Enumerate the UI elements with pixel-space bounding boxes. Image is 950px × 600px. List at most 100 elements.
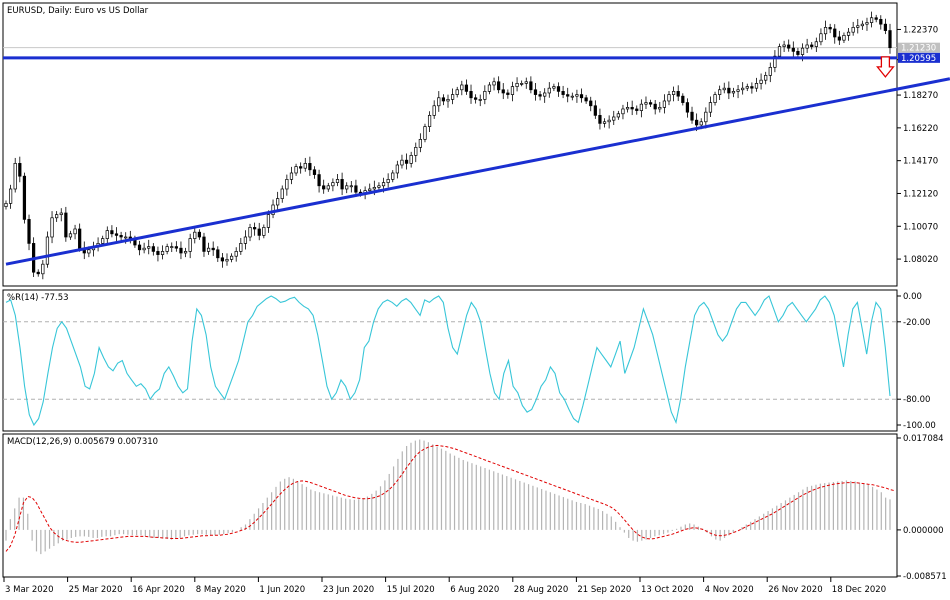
candle-body <box>193 231 197 239</box>
candle-body <box>846 31 851 36</box>
candle-body <box>874 17 878 20</box>
candle-body <box>547 87 551 94</box>
price-tick-label: 1.16220 <box>903 124 938 134</box>
candle-body <box>648 102 653 105</box>
candle-body <box>676 91 680 97</box>
candle-body <box>787 44 791 49</box>
candle-body <box>437 97 441 107</box>
candle-body <box>220 257 225 262</box>
candle-body <box>506 92 510 95</box>
price-tick-label: 1.08020 <box>903 255 938 265</box>
sell-arrow-icon[interactable] <box>876 56 895 78</box>
williams-r-panel[interactable]: %R(14) -77.53 0.00 -20.00 -80.00 -100.00 <box>2 289 936 432</box>
candle-body <box>303 163 307 169</box>
candle-body <box>349 185 353 188</box>
candle-body <box>865 22 869 25</box>
candle-body <box>165 246 169 252</box>
candle-body <box>690 111 694 121</box>
candle-body <box>685 102 690 113</box>
candle-body <box>510 86 515 95</box>
candle-body <box>727 87 731 94</box>
wpr-tick-label: 0.00 <box>903 292 922 302</box>
time-label: 26 Nov 2020 <box>768 585 822 595</box>
candle-body <box>782 44 786 47</box>
candle-body <box>704 111 708 123</box>
candle-body <box>602 121 607 124</box>
candle-body <box>754 83 759 89</box>
candle-body <box>745 86 749 89</box>
candle-body <box>239 243 243 252</box>
current-price-box <box>898 42 940 53</box>
candle-body <box>225 259 229 262</box>
candle-body <box>147 246 151 249</box>
candle-body <box>266 214 271 228</box>
candle-body <box>667 94 671 102</box>
trendline[interactable] <box>5 77 950 266</box>
candle-body <box>593 105 597 116</box>
candle-body <box>492 81 496 86</box>
candle-body <box>4 203 8 207</box>
candle-body <box>294 166 298 174</box>
candle-body <box>524 81 528 84</box>
candle-body <box>78 228 82 249</box>
candle-body <box>612 116 616 121</box>
candle-body <box>262 227 266 236</box>
time-label: 3 Mar 2020 <box>5 585 53 595</box>
current-price-label: 1.21230 <box>901 44 936 54</box>
candle-body <box>381 182 386 187</box>
candle-body <box>446 99 450 102</box>
candle-body <box>124 236 128 239</box>
candle-body <box>372 187 376 190</box>
time-label: 1 Jun 2020 <box>259 585 305 595</box>
candle-body <box>750 86 754 89</box>
candle-body <box>851 27 855 33</box>
macd-panel[interactable]: MACD(12,26,9) 0.005679 0.007310 0.017084… <box>2 433 947 582</box>
candle-body <box>409 155 413 164</box>
time-label: 8 May 2020 <box>196 585 246 595</box>
time-label: 25 Mar 2020 <box>69 585 123 595</box>
candle-body <box>174 246 178 249</box>
candle-body <box>483 91 487 100</box>
candle-body <box>474 97 478 100</box>
candle-body <box>635 108 639 111</box>
candle-body <box>299 166 303 169</box>
price-tick-label: 1.18270 <box>903 91 938 101</box>
candle-body <box>13 163 17 190</box>
candle-body <box>575 94 579 97</box>
candle-body <box>460 84 464 91</box>
candle-body <box>837 36 841 41</box>
candle-body <box>27 219 31 244</box>
price-panel[interactable]: EURUSD, Daily: Euro vs US Dollar 1.22370… <box>2 2 950 287</box>
candle-body <box>520 83 524 85</box>
wpr-tick-label: -20.00 <box>903 318 930 328</box>
candle-body <box>658 107 662 110</box>
candle-body <box>828 27 832 30</box>
candle-body <box>777 46 782 57</box>
wpr-tick-label: -100.00 <box>903 421 936 431</box>
candle-body <box>114 233 119 236</box>
level-price-box <box>898 52 940 63</box>
candle-body <box>699 121 703 126</box>
price-chart-title: EURUSD, Daily: Euro vs US Dollar <box>7 6 149 16</box>
candle-body <box>432 105 436 116</box>
candle-body <box>561 91 565 95</box>
candle-body <box>515 83 519 87</box>
candle-body <box>308 163 312 171</box>
candle-body <box>64 212 68 238</box>
candle-body <box>791 47 795 52</box>
candle-body <box>151 246 155 252</box>
candle-body <box>860 23 864 27</box>
time-label: 13 Oct 2020 <box>641 585 694 595</box>
candle-body <box>414 147 418 156</box>
candle-body <box>160 251 165 255</box>
wpr-line <box>5 295 891 427</box>
candle-body <box>326 185 330 190</box>
level-price-label: 1.20595 <box>901 54 936 64</box>
candle-body <box>543 92 547 97</box>
candle-body <box>653 103 657 110</box>
candle-body <box>368 188 372 191</box>
candle-body <box>450 94 455 100</box>
candle-body <box>478 99 482 101</box>
candle-body <box>170 246 174 248</box>
